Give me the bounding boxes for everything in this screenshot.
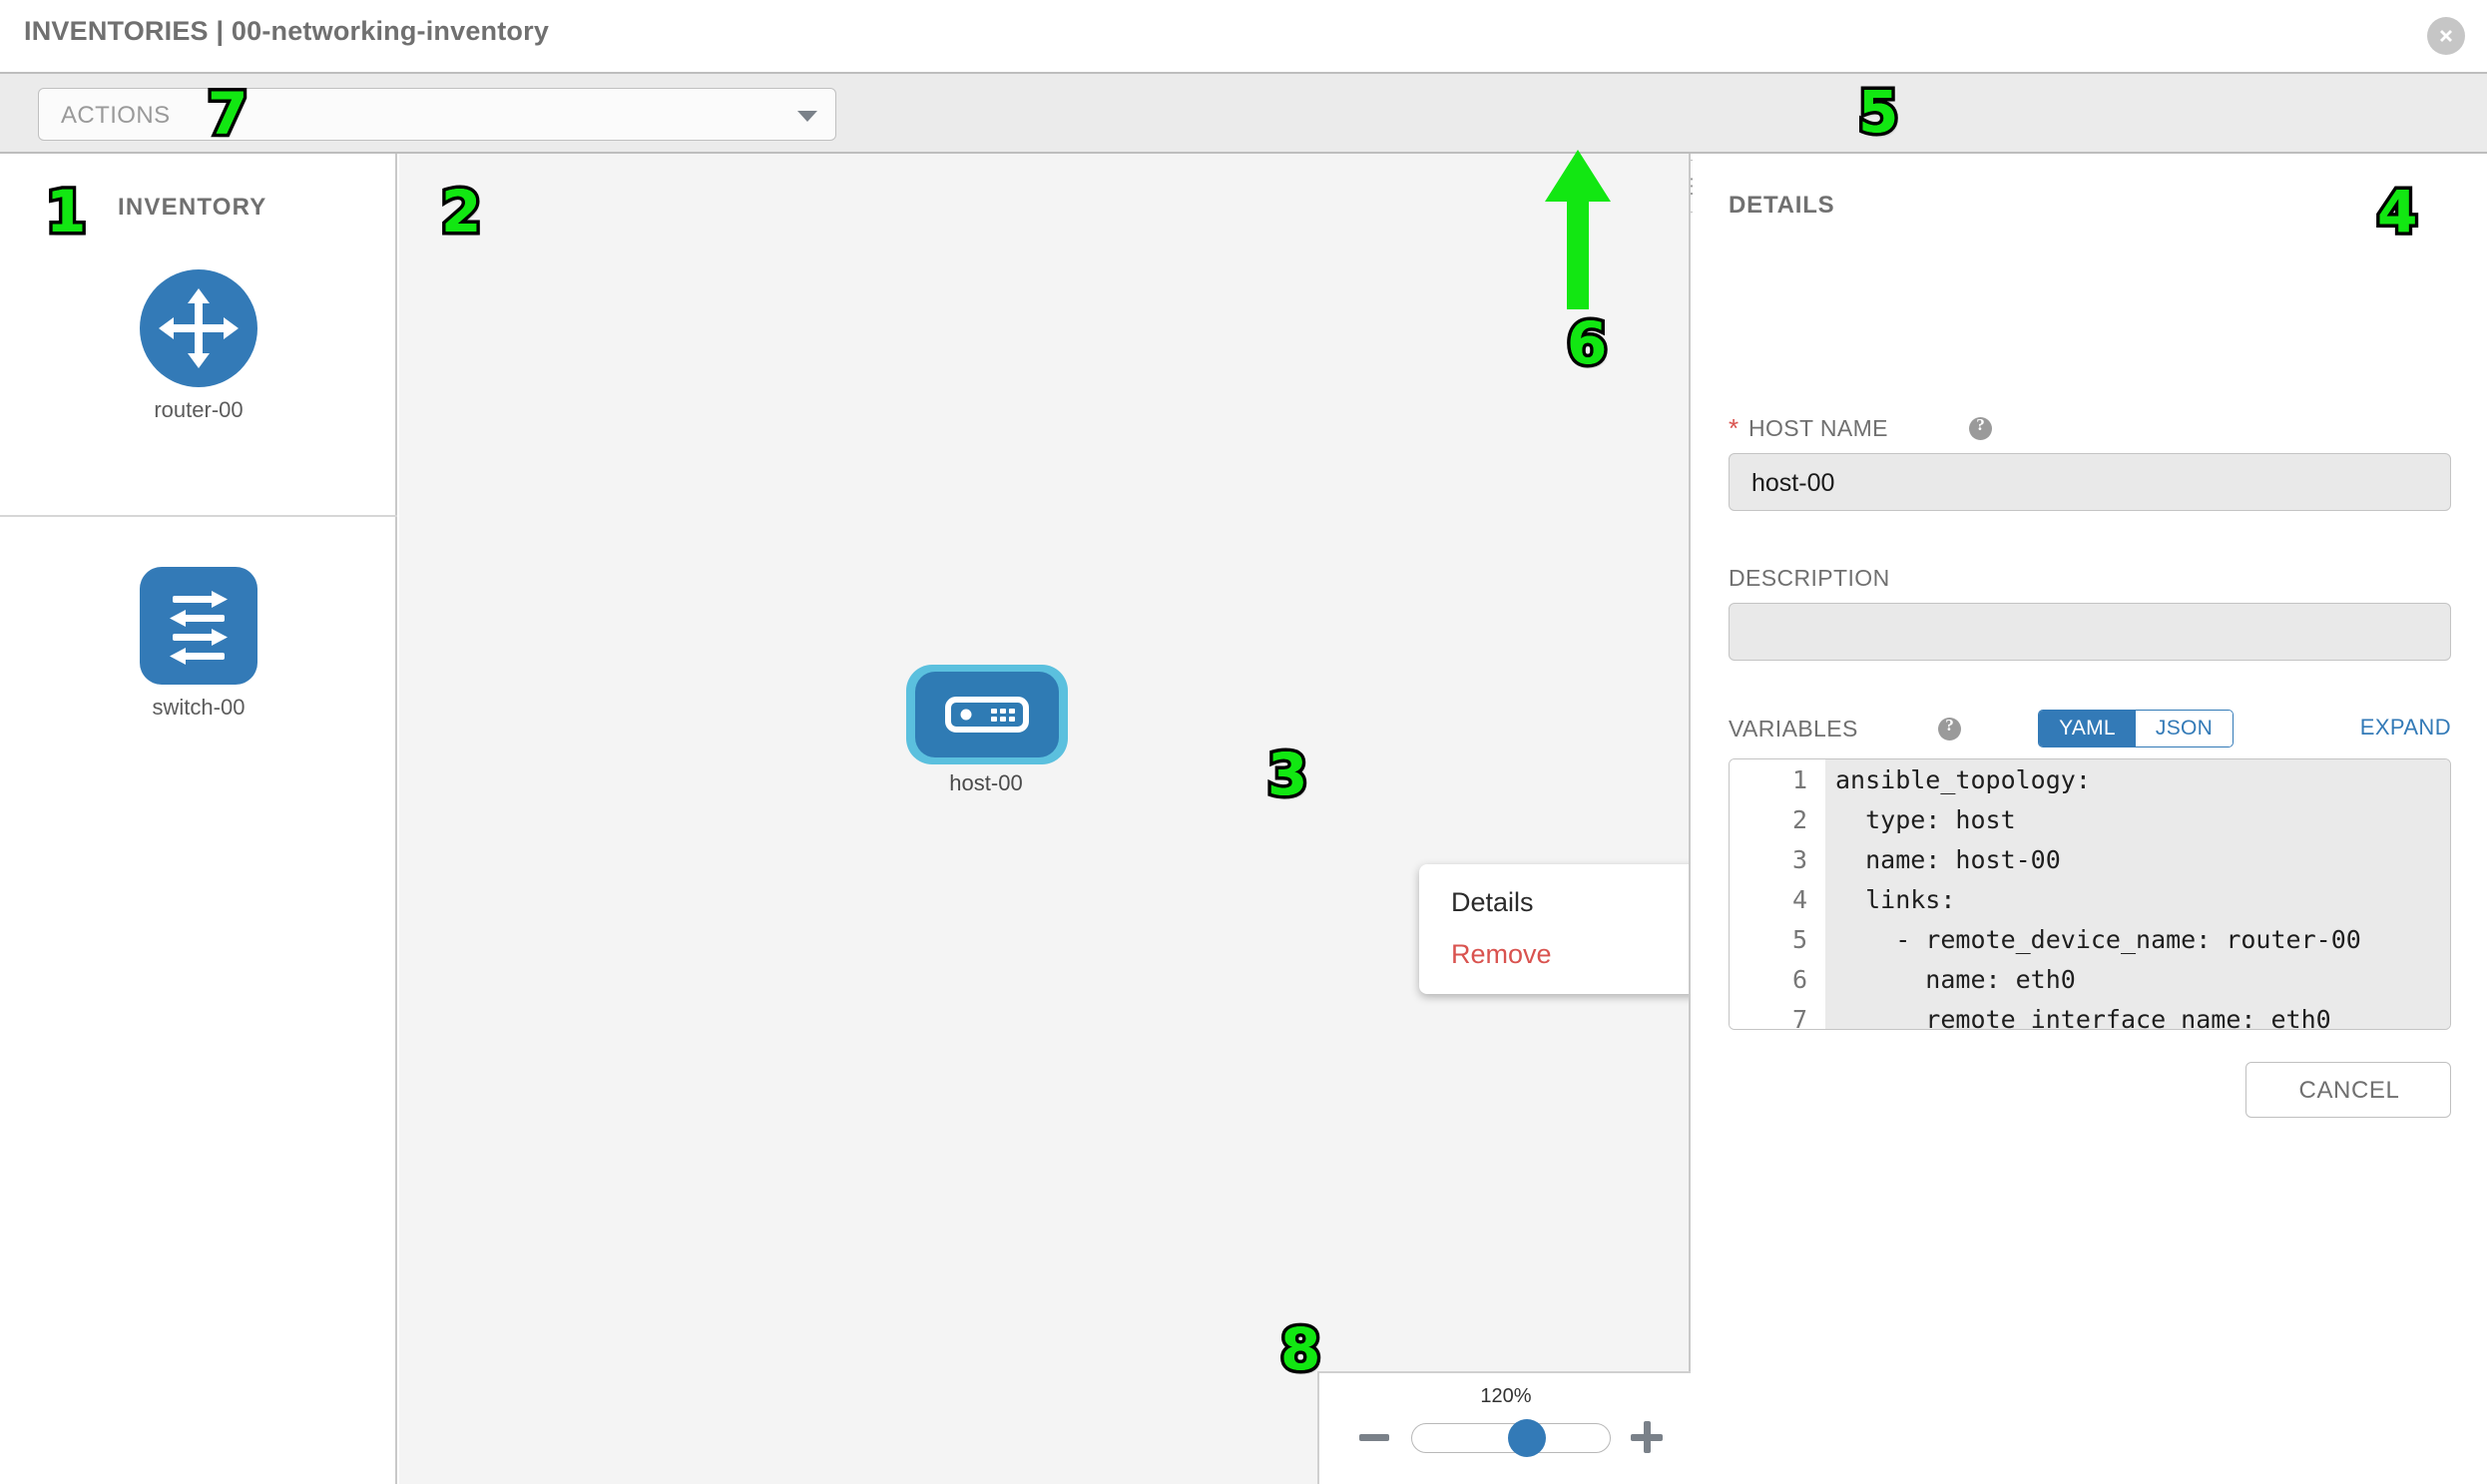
cancel-button[interactable]: CANCEL [2245,1062,2451,1118]
plus-icon[interactable] [1631,1421,1663,1453]
minus-icon[interactable] [1359,1434,1389,1441]
tab-yaml[interactable]: YAML [2039,711,2136,746]
router-icon [140,269,257,387]
code-line: 3 name: host-00 [1730,845,2450,885]
sidebar-item-label: router-00 [154,397,244,422]
code-line-number: 2 [1791,805,1807,834]
help-glyph: ? [1976,415,1985,434]
code-line-text: name: host-00 [1835,845,2061,874]
context-menu-item-details[interactable]: Details [1451,887,1534,917]
details-title: DETAILS [1729,192,1835,219]
help-glyph: ? [1945,716,1954,735]
variables-label: VARIABLES [1729,716,1858,742]
chevron-down-icon [797,111,817,122]
description-label: DESCRIPTION [1729,565,1890,591]
code-line-text: type: host [1835,805,2016,834]
zoom-slider-thumb[interactable] [1508,1419,1546,1457]
switch-icon [140,567,257,685]
topology-canvas[interactable]: host-00 Details Remove [399,154,1691,1484]
zoom-control-panel: 120% [1317,1371,1691,1484]
code-line: 5 - remote_device_name: router-00 [1730,925,2450,965]
actions-dropdown-label: ACTIONS [61,102,171,129]
variables-code-editor[interactable]: 1 ansible_topology: 2 type: host 3 name: ho… [1729,758,2451,1030]
code-line-number: 1 [1791,765,1807,794]
code-line-number: 7 [1791,1005,1807,1030]
code-line-text: ansible_topology: [1835,765,2091,794]
sidebar-title: INVENTORY [118,194,267,221]
description-field[interactable] [1729,603,2451,661]
variables-format-toggle[interactable]: YAML JSON [2038,710,2234,747]
host-name-label: HOST NAME [1748,415,1888,441]
tab-json[interactable]: JSON [2136,711,2233,746]
node-context-menu: Details Remove [1419,864,1689,994]
inventory-sidebar: INVENTORY router-00 [0,154,397,1484]
window-header: INVENTORIES | 00-networking-inventory [0,0,2487,72]
required-marker: * [1729,413,1740,443]
code-line-number: 6 [1791,965,1807,994]
help-icon[interactable]: ? [1938,716,1961,741]
code-gutter [1730,759,1825,1029]
cancel-button-label: CANCEL [2298,1077,2400,1104]
host-device-icon [945,690,1029,744]
toolbar: ACTIONS SEARCH [0,72,2487,216]
code-line-text: links: [1835,885,1956,914]
context-menu-item-remove[interactable]: Remove [1451,939,1552,969]
code-line: 4 links: [1730,885,2450,925]
close-icon[interactable] [2427,17,2465,55]
zoom-level-label: 120% [1480,1385,1532,1407]
code-line-text: name: eth0 [1835,965,2076,994]
node-body [915,672,1059,757]
host-name-value: host-00 [1751,469,1835,497]
code-line: 2 type: host [1730,805,2450,845]
code-line: 7 remote_interface_name: eth0 [1730,1005,2450,1030]
code-line: 1 ansible_topology: [1730,765,2450,805]
code-area [1825,759,2450,1029]
code-line-number: 5 [1791,925,1807,954]
details-panel: DETAILS * HOST NAME ? host-00 DESCRIPTIO… [1693,154,2487,1484]
code-line-number: 3 [1791,845,1807,874]
host-name-field[interactable]: host-00 [1729,453,2451,511]
actions-dropdown[interactable]: ACTIONS [38,88,836,141]
code-line: 6 name: eth0 [1730,965,2450,1005]
code-line-text: remote_interface_name: eth0 [1835,1005,2331,1030]
page-title: INVENTORIES | 00-networking-inventory [24,16,550,46]
code-line-number: 4 [1791,885,1807,914]
help-icon[interactable]: ? [1969,415,1992,440]
node-label: host-00 [886,770,1086,796]
code-line-text: - remote_device_name: router-00 [1835,925,2361,954]
sidebar-item-label: switch-00 [152,695,246,720]
sidebar-divider [0,515,397,517]
expand-link[interactable]: EXPAND [2359,715,2451,740]
